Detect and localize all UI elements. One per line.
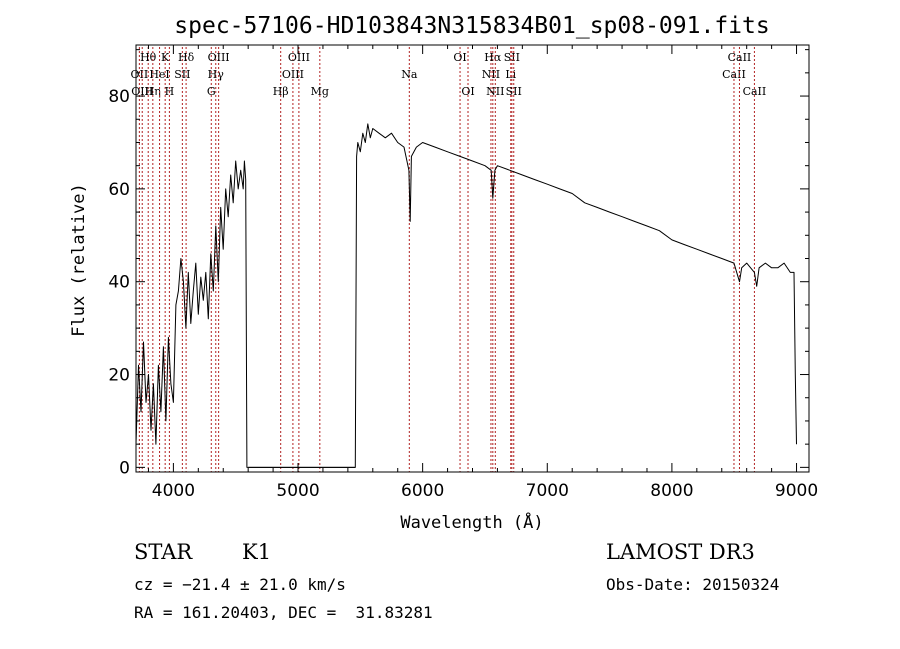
- spectral-line-label-11: OIII: [208, 51, 230, 64]
- y-tick-label-1: 20: [108, 366, 130, 386]
- spectral-line-label-15: Mg: [311, 85, 329, 98]
- spectral-line-label-17: OI: [453, 51, 466, 64]
- spectral-line-label-23: SII: [504, 51, 520, 64]
- spectral-line-label-25: CaII: [722, 68, 746, 81]
- y-tick-label-2: 40: [108, 273, 130, 293]
- spectral-line-label-26: CaII: [728, 51, 752, 64]
- spectrum-chart: spec-57106-HD103843N315834B01_sp08-091.f…: [69, 13, 818, 533]
- spectral-line-label-19: NII: [482, 68, 500, 81]
- spectral-line-label-6: H: [165, 85, 175, 98]
- survey-name: LAMOST DR3: [606, 540, 755, 564]
- x-tick-label-5: 9000: [775, 481, 818, 501]
- x-tick-label-0: 4000: [152, 481, 195, 501]
- spectral-line-label-4: HeI: [149, 68, 169, 81]
- axis-ticks: 4000 5000 6000 7000 8000 9000 0 20 40 60 80: [108, 45, 818, 501]
- spectral-line-label-9: G: [207, 85, 216, 98]
- spectral-line-label-7: SII: [174, 68, 190, 81]
- y-tick-label-3: 60: [108, 180, 130, 200]
- spectral-line-label-2: Hθ: [140, 51, 157, 64]
- y-tick-label-4: 80: [108, 87, 130, 107]
- spectral-line-label-14: OIII: [288, 51, 310, 64]
- object-class: STAR: [134, 540, 193, 564]
- y-tick-label-0: 0: [119, 458, 130, 478]
- spectral-line-label-22: Li: [505, 68, 516, 81]
- spectral-line-label-13: OIII: [282, 68, 304, 81]
- x-tick-label-1: 5000: [276, 481, 319, 501]
- chart-title: spec-57106-HD103843N315834B01_sp08-091.f…: [174, 13, 769, 39]
- spectral-line-label-0: OII: [131, 68, 149, 81]
- series-spectrum: [135, 123, 797, 468]
- spectral-line-label-18: OI: [461, 85, 474, 98]
- redshift-cz: cz = −21.4 ± 21.0 km/s: [134, 575, 346, 594]
- spectral-line-label-20: Hα: [484, 51, 502, 64]
- object-subclass: K1: [242, 540, 272, 564]
- spectral-line-label-5: K: [161, 51, 170, 64]
- ra-dec: RA = 161.20403, DEC = 31.83281: [134, 603, 433, 622]
- obs-date: Obs-Date: 20150324: [606, 575, 780, 594]
- spectral-line-markers: OIIOIIIHθHηHeIKHSIIHδGHγOIIIHβOIIIOIIIMg…: [131, 47, 767, 472]
- spectral-line-label-8: Hδ: [178, 51, 195, 64]
- x-tick-label-4: 8000: [650, 481, 693, 501]
- spectral-line-label-12: Hβ: [273, 85, 289, 98]
- spectral-line-label-10: Hγ: [208, 68, 225, 81]
- x-tick-label-2: 6000: [401, 481, 444, 501]
- y-axis-label: Flux (relative): [69, 183, 89, 337]
- spectral-line-label-3: Hη: [145, 85, 161, 98]
- spectral-line-label-27: CaII: [743, 85, 767, 98]
- x-tick-label-3: 7000: [526, 481, 569, 501]
- spectral-line-label-24: SII: [506, 85, 522, 98]
- plot-frame: [135, 44, 810, 473]
- spectral-line-label-16: Na: [401, 68, 418, 81]
- series-layer: [135, 123, 797, 468]
- spectral-line-label-21: NII: [486, 85, 504, 98]
- x-axis-label: Wavelength (Å): [400, 511, 543, 533]
